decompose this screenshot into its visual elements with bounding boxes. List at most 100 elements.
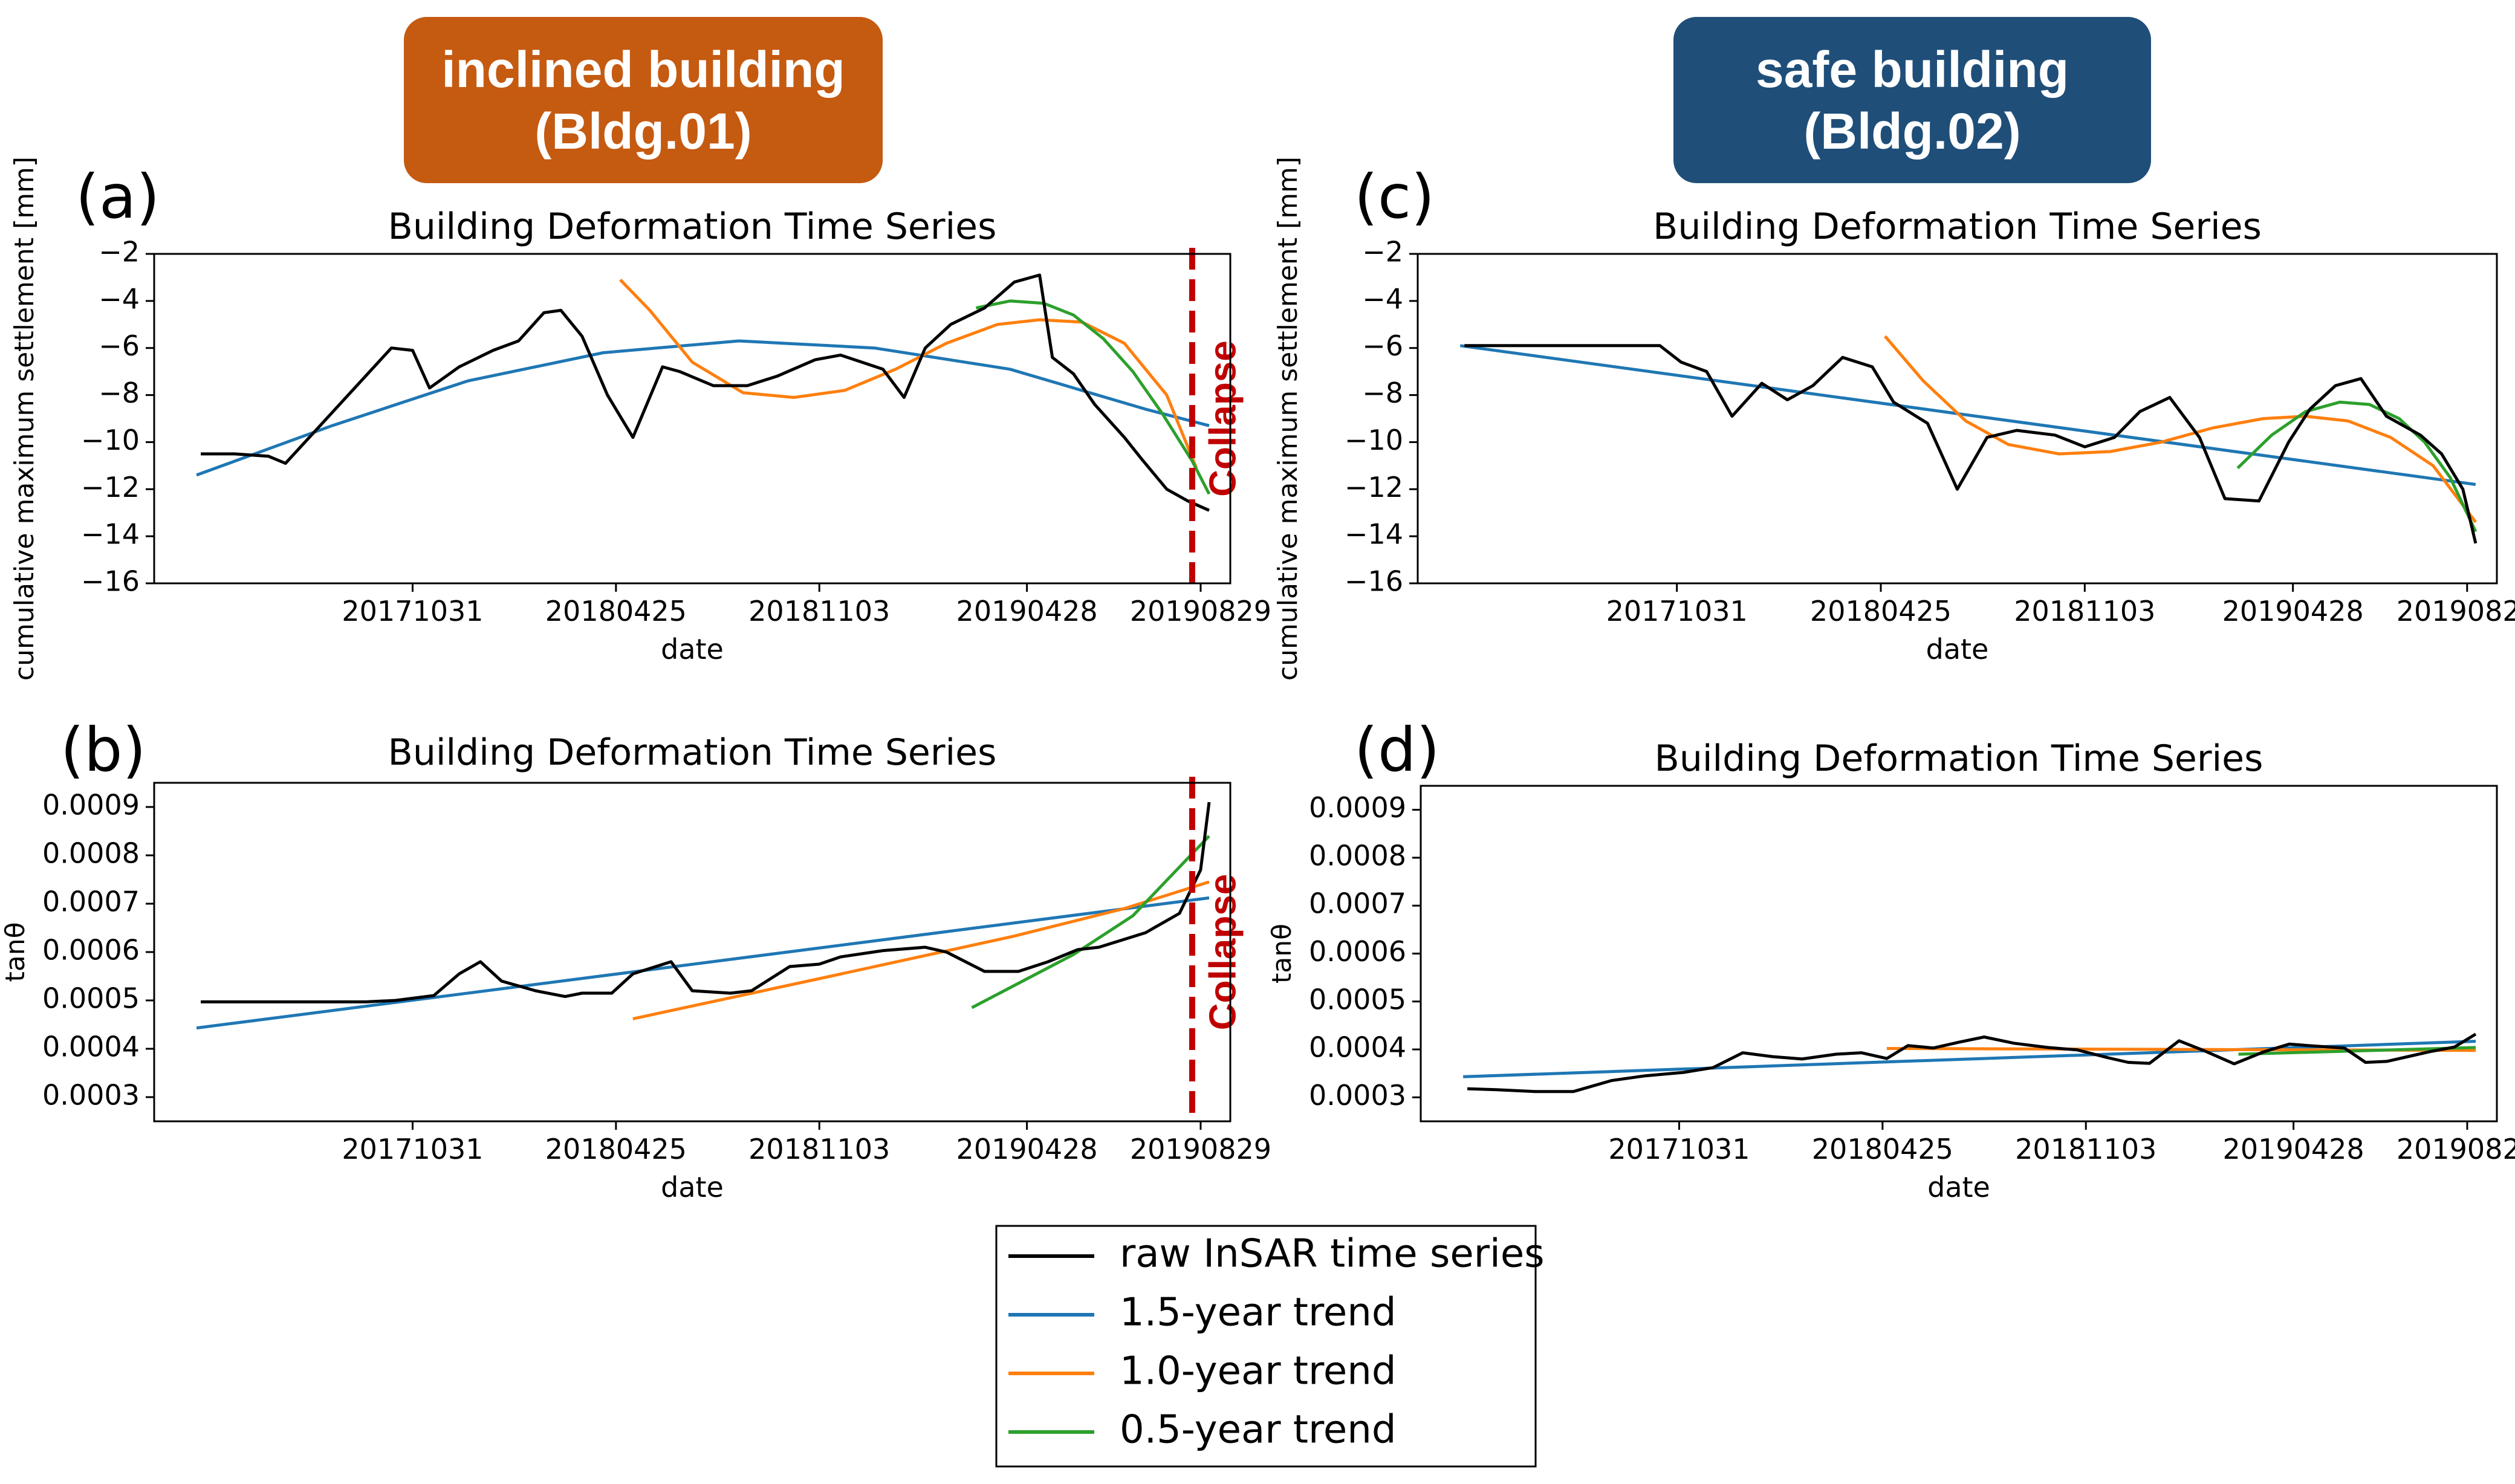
axes-frame xyxy=(153,253,1232,585)
x-tick-label: 20190428 xyxy=(2223,1133,2364,1165)
x-tick-label: 20181103 xyxy=(748,595,890,627)
y-tick-label: 0.0009 xyxy=(42,789,140,821)
series-t15 xyxy=(1463,1040,2476,1078)
legend-label-t15: 1.5-year trend xyxy=(1120,1291,1396,1335)
legend-box xyxy=(995,1225,1537,1468)
y-tick-label: −4 xyxy=(99,282,140,315)
series-raw xyxy=(1464,344,2478,544)
x-tick-label: 20171031 xyxy=(1608,1133,1750,1165)
series-raw xyxy=(1467,1032,2477,1094)
series-t05 xyxy=(2238,1046,2476,1056)
panel-label: (c) xyxy=(1354,161,1435,232)
panel-a: (a) Building Deformation Time Series Colla… xyxy=(9,157,1271,681)
series-t10 xyxy=(632,880,1210,1020)
axes-frame xyxy=(1420,785,2498,1123)
series-raw xyxy=(201,273,1210,512)
series-t05 xyxy=(2236,400,2478,533)
badge-right-line2: (Bldg.02) xyxy=(1803,102,2021,160)
series-t05 xyxy=(971,835,1210,1009)
y-axis-label: cumulative maximum settlement [mm] xyxy=(9,157,40,681)
panel-d: (d) Building Deformation Time Series 0.000… xyxy=(1267,714,2515,1204)
series-t15 xyxy=(196,896,1210,1030)
y-axis-label: tanθ xyxy=(0,922,31,982)
legend-label-raw: raw InSAR time series xyxy=(1120,1232,1545,1277)
badge-right-line1: safe building xyxy=(1755,41,2069,98)
y-tick-label: 0.0006 xyxy=(42,934,140,967)
panel-c: (c) Building Deformation Time Series −2 −4 −… xyxy=(1273,157,2515,681)
panel-label: (d) xyxy=(1354,714,1440,785)
legend-label-t05: 0.5-year trend xyxy=(1120,1408,1396,1453)
y-tick-label: −16 xyxy=(81,565,140,598)
x-tick-label: 20190829 xyxy=(1130,1133,1271,1165)
x-tick-label: 20180425 xyxy=(545,1133,687,1165)
series-raw xyxy=(201,802,1211,1003)
y-tick-label: −16 xyxy=(1345,565,1403,598)
series-t15 xyxy=(1459,344,2476,486)
y-tick-label: −6 xyxy=(99,329,140,362)
x-tick-label: 20180425 xyxy=(545,595,687,627)
y-tick-label: −14 xyxy=(1345,518,1403,551)
x-axis-label: date xyxy=(661,1171,724,1204)
x-tick-label: 20190829 xyxy=(1130,595,1271,627)
y-tick-label: 0.0003 xyxy=(1309,1079,1406,1112)
y-tick-label: 0.0004 xyxy=(1309,1031,1406,1064)
x-tick-label: 20181103 xyxy=(2015,1133,2156,1165)
y-tick-label: 0.0005 xyxy=(1309,983,1406,1016)
x-tick-label: 20181103 xyxy=(748,1133,890,1165)
x-tick-label: 20190428 xyxy=(956,595,1098,627)
y-tick-label: 0.0007 xyxy=(1309,887,1406,920)
y-tick-label: −6 xyxy=(1362,329,1403,362)
x-tick-label: 20180425 xyxy=(1812,1133,1953,1165)
y-tick-label: 0.0008 xyxy=(1309,839,1406,872)
chart-title: Building Deformation Time Series xyxy=(388,206,997,248)
x-tick-label: 20190829 xyxy=(2397,1133,2515,1165)
y-tick-label: −10 xyxy=(1345,424,1403,456)
x-tick-label: 20181103 xyxy=(2014,595,2155,627)
series-t15 xyxy=(196,339,1210,477)
badge-left-line1: inclined building xyxy=(441,41,845,98)
y-tick-label: −2 xyxy=(99,236,140,268)
chart-title: Building Deformation Time Series xyxy=(1653,206,2262,248)
y-tick-label: 0.0007 xyxy=(42,886,140,918)
collapse-label: Collapse xyxy=(1202,340,1244,496)
chart-title: Building Deformation Time Series xyxy=(388,731,997,774)
y-tick-label: −12 xyxy=(1345,471,1403,504)
series-t05 xyxy=(975,299,1211,495)
y-tick-label: −8 xyxy=(1362,377,1403,409)
y-tick-label: −12 xyxy=(81,471,140,504)
legend: raw InSAR time series 1.5-year trend 1.0-y… xyxy=(995,1225,1545,1468)
x-tick-label: 20171031 xyxy=(342,595,483,627)
y-tick-label: 0.0006 xyxy=(1309,935,1406,968)
panel-b: (b) Building Deformation Time Series Colla… xyxy=(0,714,1271,1204)
badge-left-line2: (Bldg.01) xyxy=(534,102,752,160)
y-tick-label: 0.0004 xyxy=(42,1031,140,1063)
legend-label-t10: 1.0-year trend xyxy=(1120,1349,1396,1394)
collapse-label: Collapse xyxy=(1202,874,1244,1030)
x-tick-label: 20190428 xyxy=(2222,595,2364,627)
badge-inclined-building: inclined building (Bldg.01) xyxy=(404,17,883,183)
y-tick-label: 0.0008 xyxy=(42,837,140,870)
y-axis-label: cumulative maximum settlement [mm] xyxy=(1273,157,1303,681)
y-tick-label: −14 xyxy=(81,518,140,551)
x-axis-label: date xyxy=(1927,1171,1990,1204)
series-t10 xyxy=(619,279,1198,469)
x-tick-label: 20190428 xyxy=(956,1133,1098,1165)
x-tick-label: 20190829 xyxy=(2397,595,2515,627)
y-tick-label: 0.0005 xyxy=(42,982,140,1015)
y-tick-label: −8 xyxy=(99,377,140,409)
chart-title: Building Deformation Time Series xyxy=(1655,737,2264,780)
series-t10 xyxy=(1884,335,2477,523)
x-tick-label: 20171031 xyxy=(1606,595,1748,627)
x-tick-label: 20171031 xyxy=(342,1133,483,1165)
axes-frame xyxy=(1417,253,2498,585)
y-tick-label: −2 xyxy=(1362,236,1403,268)
x-tick-label: 20180425 xyxy=(1810,595,1952,627)
y-tick-label: 0.0003 xyxy=(42,1079,140,1112)
x-axis-label: date xyxy=(1926,633,1989,666)
panel-label: (a) xyxy=(76,161,160,232)
y-tick-label: 0.0009 xyxy=(1309,791,1406,824)
x-axis-label: date xyxy=(661,633,724,666)
y-axis-label: tanθ xyxy=(1267,924,1297,983)
panel-label: (b) xyxy=(60,714,146,785)
